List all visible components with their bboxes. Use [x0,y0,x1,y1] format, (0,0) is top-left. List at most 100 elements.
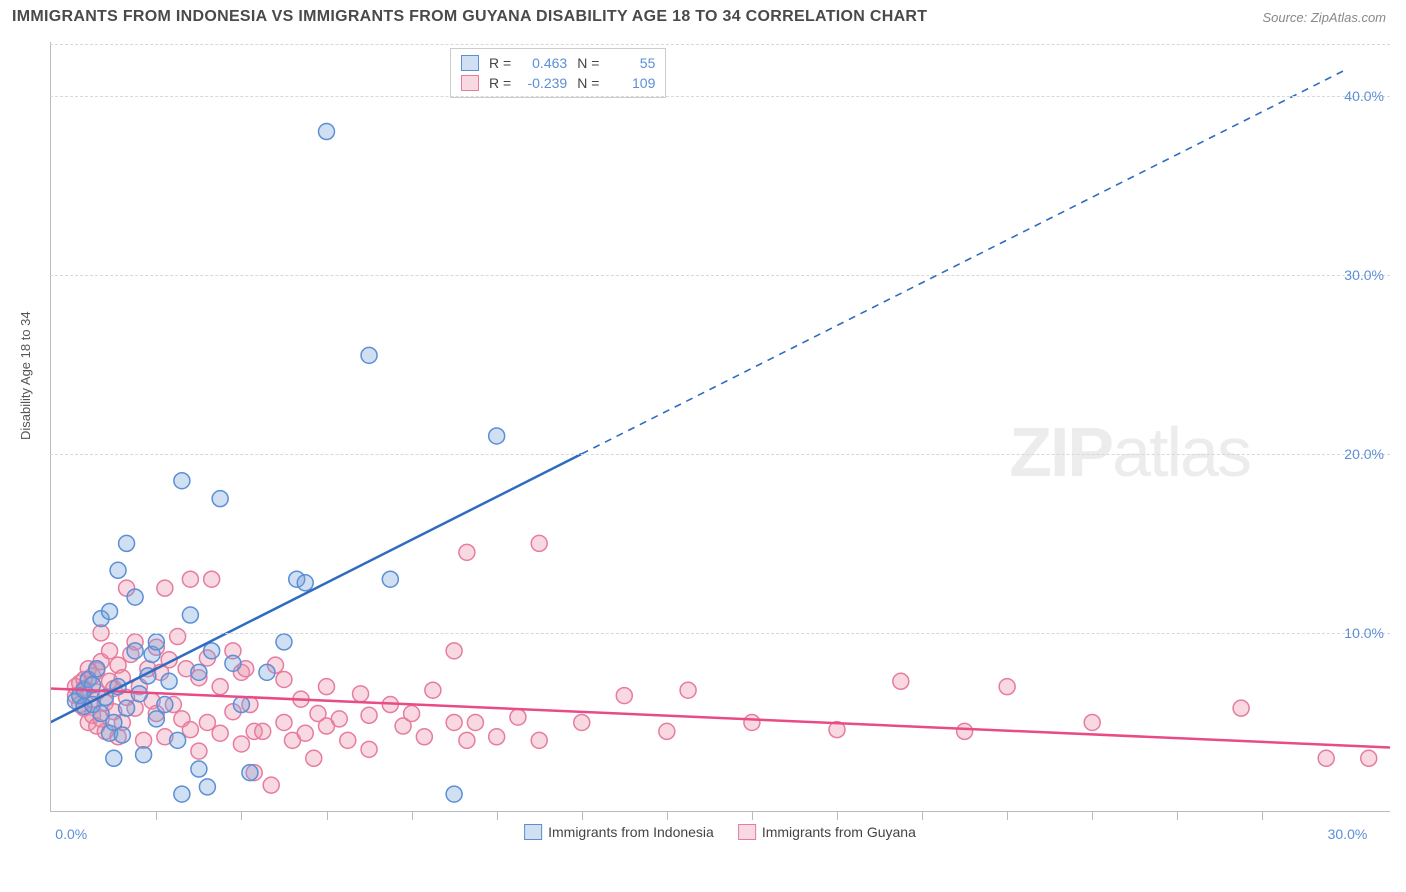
data-point [148,711,164,727]
data-point [1318,750,1334,766]
y-axis-label: Disability Age 18 to 34 [18,311,33,440]
data-point [361,347,377,363]
r-value-series2: -0.239 [517,75,567,91]
data-point [361,707,377,723]
data-point [416,729,432,745]
gridline [50,275,1390,276]
data-point [191,761,207,777]
data-point [157,697,173,713]
data-point [616,688,632,704]
data-point [531,535,547,551]
data-point [174,473,190,489]
legend-item-series2: Immigrants from Guyana [738,824,916,840]
x-minor-tick [1007,812,1008,820]
n-value-series1: 55 [605,55,655,71]
x-axis-line [50,811,1390,812]
data-point [263,777,279,793]
data-point [276,634,292,650]
data-point [182,571,198,587]
x-minor-tick [241,812,242,820]
x-minor-tick [1262,812,1263,820]
correlation-stats-box: R = 0.463 N = 55 R = -0.239 N = 109 [450,48,666,98]
data-point [446,786,462,802]
data-point [331,711,347,727]
data-point [957,723,973,739]
data-point [574,714,590,730]
data-point [127,643,143,659]
data-point [255,723,271,739]
data-point [212,679,228,695]
data-point [233,736,249,752]
swatch-series1 [461,55,479,71]
data-point [89,661,105,677]
data-point [680,682,696,698]
data-point [319,679,335,695]
source-attribution: Source: ZipAtlas.com [1262,10,1386,25]
data-point [204,643,220,659]
r-value-series1: 0.463 [517,55,567,71]
data-point [306,750,322,766]
data-point [182,722,198,738]
swatch-series2 [461,75,479,91]
n-label: N = [577,55,599,71]
data-point [353,686,369,702]
data-point [467,714,483,730]
x-minor-tick [156,812,157,820]
x-minor-tick [497,812,498,820]
data-point [170,629,186,645]
data-point [102,643,118,659]
data-point [489,428,505,444]
data-point [459,544,475,560]
y-axis-line [50,42,51,812]
data-point [459,732,475,748]
data-point [233,697,249,713]
data-point [276,671,292,687]
data-point [893,673,909,689]
n-value-series2: 109 [605,75,655,91]
legend-swatch-series1 [524,824,542,840]
data-point [382,571,398,587]
x-minor-tick [1177,812,1178,820]
r-label: R = [489,75,511,91]
data-point [182,607,198,623]
legend-label-series1: Immigrants from Indonesia [548,824,714,840]
x-minor-tick [327,812,328,820]
data-point [425,682,441,698]
data-point [170,732,186,748]
x-minor-tick [922,812,923,820]
y-tick-label: 30.0% [1344,267,1384,283]
data-point [157,580,173,596]
data-point [361,741,377,757]
x-minor-tick [582,812,583,820]
data-point [404,706,420,722]
data-point [1084,714,1100,730]
data-point [446,714,462,730]
data-point [212,491,228,507]
stats-row-series1: R = 0.463 N = 55 [461,53,655,73]
data-point [319,124,335,140]
data-point [212,725,228,741]
data-point [531,732,547,748]
x-minor-tick [667,812,668,820]
data-point [204,571,220,587]
stats-row-series2: R = -0.239 N = 109 [461,73,655,93]
chart-title: IMMIGRANTS FROM INDONESIA VS IMMIGRANTS … [12,8,927,26]
x-minor-tick [752,812,753,820]
data-point [136,747,152,763]
data-point [659,723,675,739]
data-point [276,714,292,730]
y-tick-label: 20.0% [1344,446,1384,462]
data-point [102,603,118,619]
legend-item-series1: Immigrants from Indonesia [524,824,714,840]
x-minor-tick [1092,812,1093,820]
data-point [510,709,526,725]
x-tick-label: 0.0% [55,826,87,842]
x-tick-label: 30.0% [1328,826,1368,842]
data-point [148,634,164,650]
data-point [114,727,130,743]
data-point [297,725,313,741]
x-minor-tick [837,812,838,820]
data-point [999,679,1015,695]
data-point [744,714,760,730]
legend-swatch-series2 [738,824,756,840]
